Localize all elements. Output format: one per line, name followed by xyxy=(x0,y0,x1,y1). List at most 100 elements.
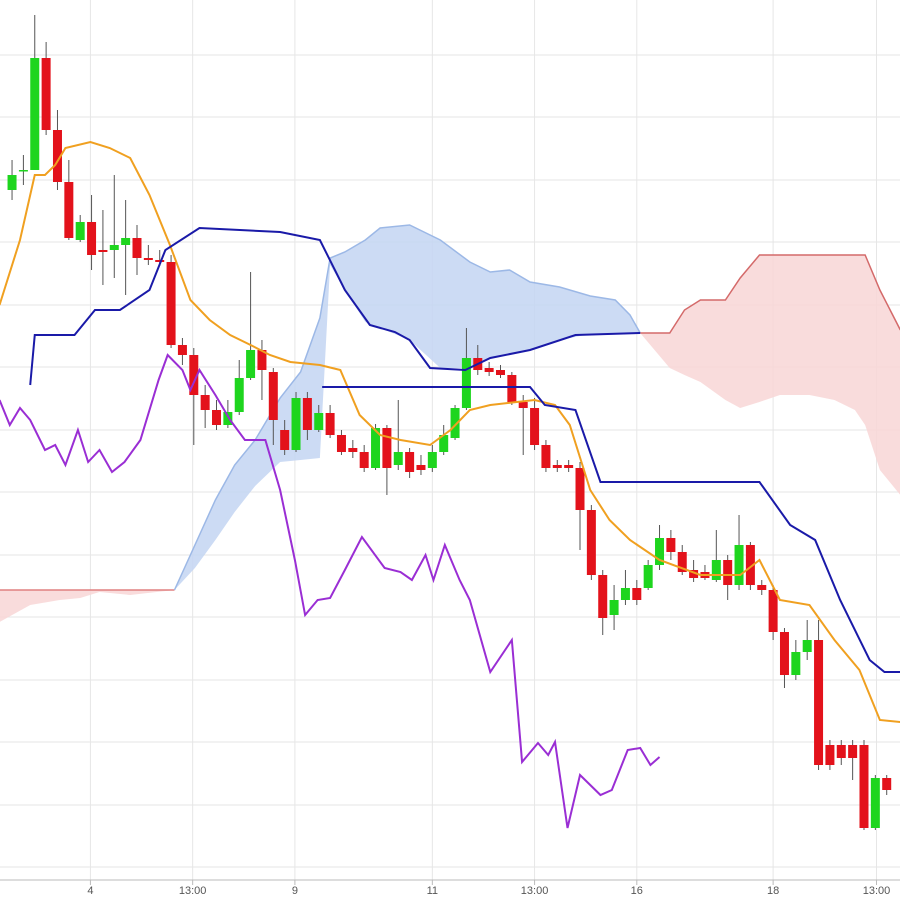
x-tick-label: 11 xyxy=(427,885,438,897)
candle-body xyxy=(848,745,858,758)
candle-body xyxy=(166,262,176,345)
x-tick-label: 18 xyxy=(767,885,779,897)
candle-body xyxy=(371,428,381,468)
candle-body xyxy=(302,398,312,430)
candle-body xyxy=(382,428,392,468)
candle-body xyxy=(143,258,153,260)
candle-body xyxy=(439,435,449,452)
candle-body xyxy=(643,565,653,588)
candle-body xyxy=(98,250,108,252)
candle-body xyxy=(223,412,233,425)
candle-body xyxy=(598,575,608,618)
candle-body xyxy=(870,778,880,828)
candle-body xyxy=(666,538,676,552)
candle-body xyxy=(405,452,415,472)
candle-body xyxy=(586,510,596,575)
candle-body xyxy=(75,222,85,240)
candle-body xyxy=(109,245,119,250)
candle-body xyxy=(30,58,40,170)
candle-body xyxy=(609,600,619,615)
candle-body xyxy=(495,370,505,375)
candle-body xyxy=(825,745,835,765)
candle-body xyxy=(268,372,278,420)
candle-body xyxy=(359,452,369,468)
candle-body xyxy=(246,350,256,378)
candle-body xyxy=(768,590,778,632)
x-tick-label: 4 xyxy=(87,885,93,897)
candle-body xyxy=(655,538,665,565)
lines xyxy=(0,140,900,829)
x-tick-label: 9 xyxy=(292,885,298,897)
candle-body xyxy=(518,402,528,408)
cloud-edge xyxy=(173,224,641,591)
candle-body xyxy=(734,545,744,585)
clouds xyxy=(0,224,900,622)
candle-body xyxy=(314,413,324,430)
candle-body xyxy=(18,170,28,172)
candles xyxy=(7,15,892,830)
candle-body xyxy=(200,395,210,410)
candle-body xyxy=(757,585,767,590)
candle-body xyxy=(552,465,562,468)
candle-body xyxy=(779,632,789,675)
candle-body xyxy=(484,368,494,372)
x-axis-labels: 4 13:00 9 11 13:00 16 18 13:00 xyxy=(87,880,890,897)
candle-body xyxy=(189,355,199,395)
candle-body xyxy=(393,452,403,465)
indicator-line xyxy=(322,386,900,673)
candle-body xyxy=(427,452,437,468)
candle-body xyxy=(575,468,585,510)
candle-body xyxy=(802,640,812,652)
candle-body xyxy=(461,358,471,408)
candle-body xyxy=(450,408,460,438)
candle-body xyxy=(291,398,301,450)
candle-body xyxy=(325,413,335,435)
candle-body xyxy=(177,345,187,355)
candle-body xyxy=(791,652,801,675)
candle-body xyxy=(41,58,51,130)
candle-body xyxy=(745,545,755,585)
candle-body xyxy=(7,175,17,190)
cloud xyxy=(174,225,641,590)
candle-body xyxy=(677,552,687,572)
cloud xyxy=(640,255,900,495)
candle-body xyxy=(155,260,165,262)
candle-body xyxy=(234,378,244,412)
indicator-line xyxy=(0,353,661,829)
candle-body xyxy=(121,238,131,245)
candle-body xyxy=(336,435,346,452)
indicator-line xyxy=(0,140,900,723)
candle-body xyxy=(530,408,540,445)
candle-body xyxy=(507,375,517,402)
candle-body xyxy=(87,222,97,255)
candle-body xyxy=(859,745,869,828)
x-tick-label: 16 xyxy=(631,885,643,897)
x-tick-label: 13:00 xyxy=(863,885,891,897)
indicator-line xyxy=(29,226,641,386)
x-tick-label: 13:00 xyxy=(521,885,549,897)
candle-body xyxy=(711,560,721,580)
candle-body xyxy=(132,238,142,258)
candle-body xyxy=(541,445,551,468)
candle-body xyxy=(212,410,222,425)
grid xyxy=(0,0,900,880)
candle-body xyxy=(64,182,74,238)
candle-body xyxy=(689,570,699,578)
candle-body xyxy=(348,448,358,452)
candle-body xyxy=(416,465,426,470)
candle-body xyxy=(620,588,630,600)
candle-body xyxy=(814,640,824,765)
candle-body xyxy=(564,465,574,468)
x-tick-label: 13:00 xyxy=(179,885,207,897)
candle-body xyxy=(836,745,846,758)
candle-body xyxy=(723,560,733,585)
cloud-edge xyxy=(640,254,900,334)
cloud xyxy=(0,590,175,622)
candle-body xyxy=(882,778,892,790)
candle-body xyxy=(280,430,290,450)
candle-body xyxy=(257,350,267,370)
candle-body xyxy=(632,588,642,600)
candle-body xyxy=(52,130,62,182)
